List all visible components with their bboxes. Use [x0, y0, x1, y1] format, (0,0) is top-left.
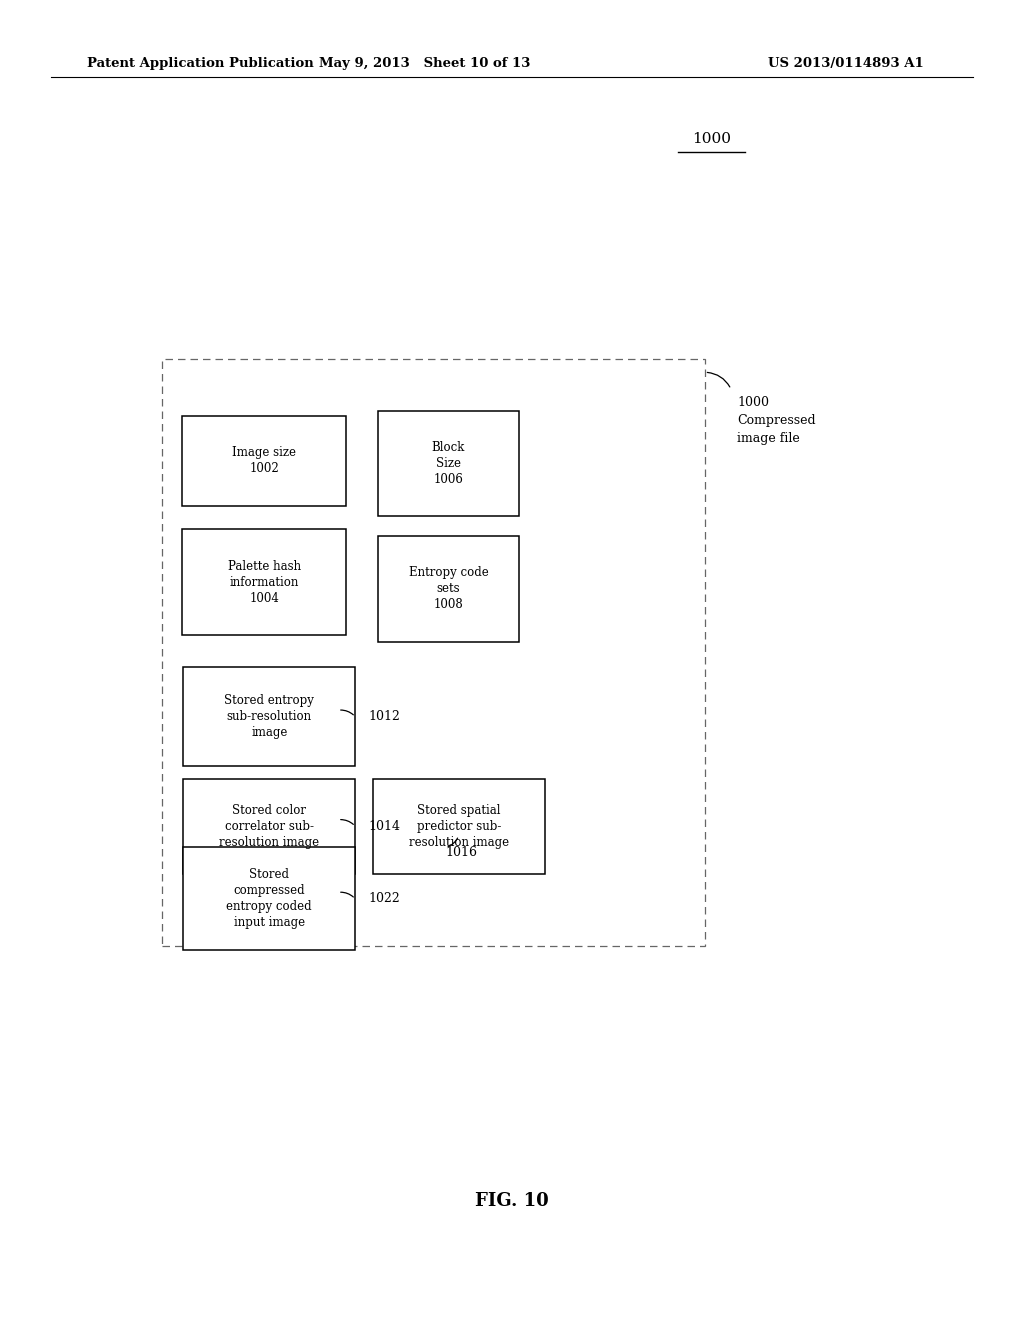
- Text: Stored entropy
sub-resolution
image: Stored entropy sub-resolution image: [224, 694, 314, 739]
- Text: Stored color
correlator sub-
resolution image: Stored color correlator sub- resolution …: [219, 804, 319, 849]
- Text: Stored spatial
predictor sub-
resolution image: Stored spatial predictor sub- resolution…: [409, 804, 509, 849]
- Text: 1022: 1022: [369, 892, 400, 906]
- Text: Entropy code
sets
1008: Entropy code sets 1008: [409, 566, 488, 611]
- Text: Palette hash
information
1004: Palette hash information 1004: [227, 560, 301, 605]
- Text: 1000
Compressed
image file: 1000 Compressed image file: [737, 396, 816, 445]
- Text: Stored
compressed
entropy coded
input image: Stored compressed entropy coded input im…: [226, 869, 312, 929]
- Bar: [183, 779, 355, 874]
- Bar: [183, 668, 355, 766]
- Bar: [183, 847, 355, 950]
- Bar: [373, 779, 545, 874]
- Text: May 9, 2013   Sheet 10 of 13: May 9, 2013 Sheet 10 of 13: [319, 57, 530, 70]
- Bar: [182, 416, 346, 506]
- Text: FIG. 10: FIG. 10: [475, 1192, 549, 1210]
- Bar: [162, 359, 705, 946]
- Bar: [378, 411, 519, 516]
- Text: 1000: 1000: [692, 132, 731, 145]
- Text: 1014: 1014: [369, 820, 400, 833]
- Text: 1016: 1016: [445, 846, 477, 859]
- Bar: [378, 536, 519, 642]
- Text: US 2013/0114893 A1: US 2013/0114893 A1: [768, 57, 924, 70]
- Text: Block
Size
1006: Block Size 1006: [432, 441, 465, 486]
- Bar: [182, 529, 346, 635]
- Text: Image size
1002: Image size 1002: [232, 446, 296, 475]
- Text: Patent Application Publication: Patent Application Publication: [87, 57, 313, 70]
- Text: 1012: 1012: [369, 710, 400, 723]
